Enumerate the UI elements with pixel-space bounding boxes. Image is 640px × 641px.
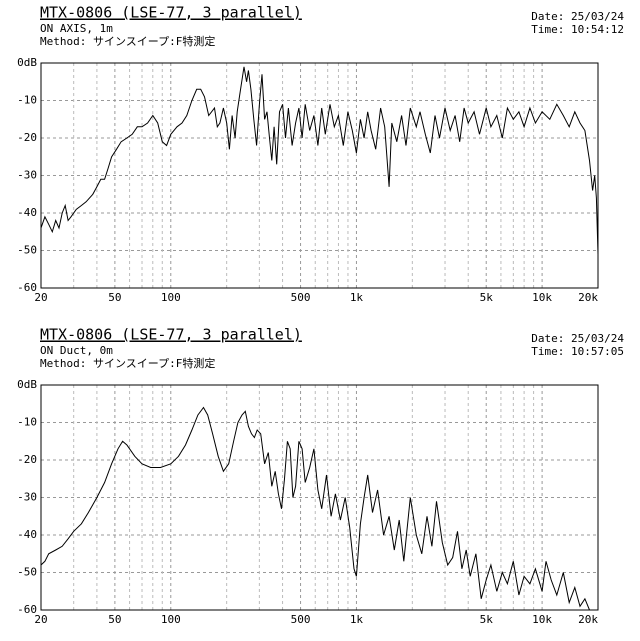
x-tick-label: 500 [291,613,311,626]
x-tick-label: 5k [480,291,494,304]
y-tick-label: -10 [17,416,37,429]
x-tick-label: 50 [108,613,121,626]
plot-frame [40,384,599,611]
y-tick-label: 0dB [17,56,37,69]
y-tick-label: -60 [17,281,37,294]
y-tick-label: -60 [17,603,37,616]
x-tick-label: 100 [161,291,181,304]
x-tick-label: 20k [578,291,598,304]
response-line [40,66,599,255]
x-tick-label: 1k [350,291,364,304]
y-tick-label: -40 [17,206,37,219]
subtitle: ON Duct, 0m [40,344,113,357]
chart-title: MTX-0806 (LSE-77, 3 parallel) [40,326,302,344]
y-tick-label: 0dB [17,378,37,391]
chart-title: MTX-0806 (LSE-77, 3 parallel) [40,4,302,22]
y-tick-label: -40 [17,528,37,541]
x-tick-label: 50 [108,291,121,304]
x-tick-label: 1k [350,613,364,626]
y-tick-label: -20 [17,131,37,144]
x-tick-label: 20k [578,613,598,626]
date: Date: 25/03/24 [531,332,624,345]
y-tick-label: -30 [17,491,37,504]
method: Method: サインスイープ:F特測定 [40,356,215,370]
date: Date: 25/03/24 [531,10,624,23]
y-tick-label: -10 [17,94,37,107]
x-tick-label: 20 [34,613,47,626]
x-tick-label: 10k [532,613,552,626]
subtitle: ON AXIS, 1m [40,22,113,35]
x-tick-label: 20 [34,291,47,304]
x-tick-label: 500 [291,291,311,304]
y-tick-label: -50 [17,244,37,257]
y-tick-label: -20 [17,453,37,466]
y-tick-label: -30 [17,169,37,182]
x-tick-label: 10k [532,291,552,304]
response-line [40,406,598,611]
plot-frame [40,62,599,289]
time: Time: 10:54:12 [531,23,624,36]
x-tick-label: 100 [161,613,181,626]
y-tick-label: -50 [17,566,37,579]
method: Method: サインスイープ:F特測定 [40,34,215,48]
x-tick-label: 5k [480,613,494,626]
time: Time: 10:57:05 [531,345,624,358]
